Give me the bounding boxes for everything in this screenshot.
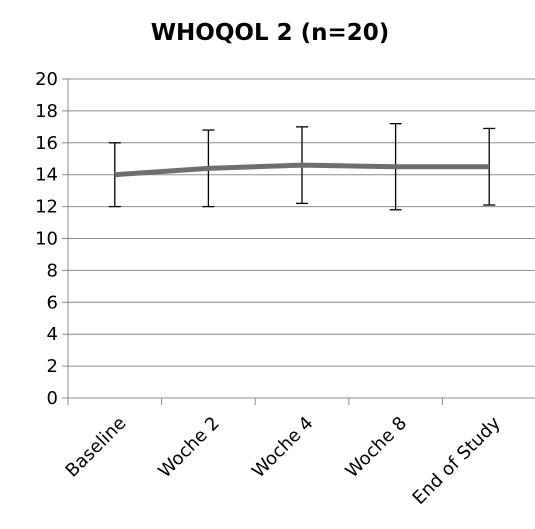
chart-title: WHOQOL 2 (n=20) bbox=[151, 20, 390, 46]
y-tick-label: 6 bbox=[47, 292, 58, 313]
gridlines bbox=[68, 78, 535, 367]
y-tick-label: 18 bbox=[35, 101, 58, 122]
y-tick-label: 4 bbox=[47, 324, 58, 345]
y-tick-label: 20 bbox=[35, 69, 58, 90]
x-tick-label: Woche 8 bbox=[342, 413, 412, 483]
y-tick-label: 10 bbox=[35, 229, 58, 250]
x-tick-label: End of Study bbox=[409, 412, 505, 508]
y-tick-label: 0 bbox=[47, 388, 58, 409]
y-tick-label: 16 bbox=[35, 133, 58, 154]
x-tick-label: Woche 4 bbox=[248, 413, 318, 483]
x-tick-label: Woche 2 bbox=[154, 413, 224, 483]
x-tick-label: Baseline bbox=[62, 413, 131, 482]
y-tick-label: 14 bbox=[35, 165, 58, 186]
y-tick-label: 8 bbox=[47, 260, 58, 281]
series-line bbox=[114, 162, 490, 178]
y-tick-label: 12 bbox=[35, 197, 58, 218]
axes bbox=[67, 79, 535, 399]
y-axis-ticks: 0 2 4 6 8 10 12 14 16 18 20 bbox=[35, 69, 68, 409]
series-lines bbox=[114, 162, 490, 178]
y-tick-label: 2 bbox=[47, 356, 58, 377]
